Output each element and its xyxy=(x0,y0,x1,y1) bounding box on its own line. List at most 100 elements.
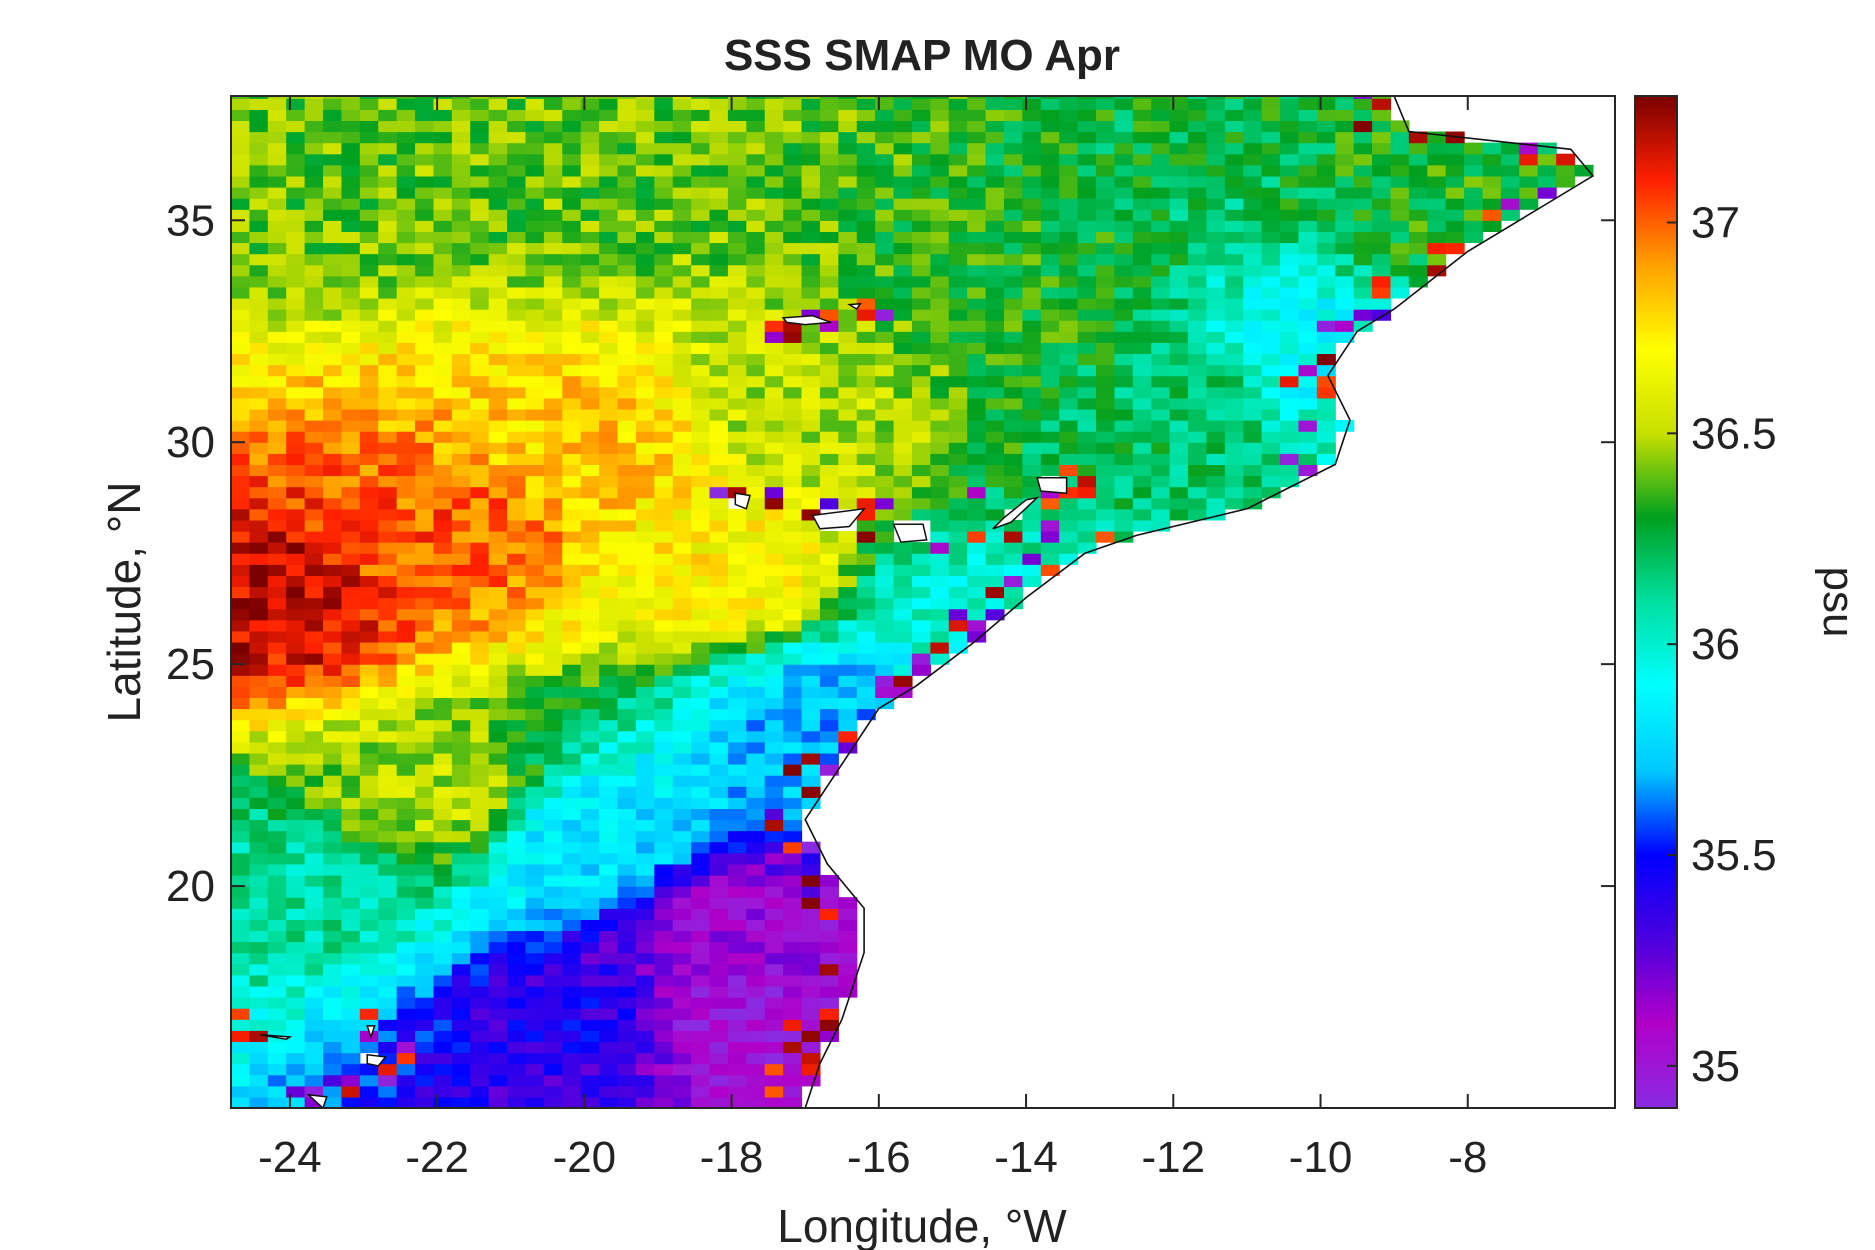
heatmap-cell xyxy=(1298,331,1318,343)
heatmap-cell xyxy=(286,309,306,321)
heatmap-cell xyxy=(1280,220,1300,232)
heatmap-cell xyxy=(1353,242,1373,255)
heatmap-cell xyxy=(911,630,931,643)
heatmap-cell xyxy=(507,830,527,843)
heatmap-cell xyxy=(1096,342,1115,355)
heatmap-cell xyxy=(893,397,913,410)
heatmap-cell xyxy=(341,530,361,543)
heatmap-cell xyxy=(1390,131,1410,144)
heatmap-cell xyxy=(930,386,950,399)
heatmap-cell xyxy=(378,863,398,876)
heatmap-cell xyxy=(691,575,711,588)
heatmap-cell xyxy=(746,431,766,443)
heatmap-cell xyxy=(580,919,600,932)
heatmap-cell xyxy=(875,286,895,299)
heatmap-cell xyxy=(1464,175,1484,188)
heatmap-cell xyxy=(1077,142,1097,155)
heatmap-cell xyxy=(359,586,379,599)
heatmap-cell xyxy=(672,819,692,832)
heatmap-cell xyxy=(525,96,545,99)
heatmap-cell xyxy=(930,575,950,588)
heatmap-cell xyxy=(562,686,582,699)
heatmap-cell xyxy=(1298,120,1318,133)
heatmap-cell xyxy=(470,131,490,144)
heatmap-cell xyxy=(1096,120,1115,133)
heatmap-cell xyxy=(525,1052,545,1065)
heatmap-cell xyxy=(249,797,269,809)
heatmap-cell xyxy=(893,675,913,687)
heatmap-cell xyxy=(875,198,895,210)
heatmap-cell xyxy=(543,653,563,665)
heatmap-cell xyxy=(1096,331,1115,343)
heatmap-cell xyxy=(286,963,306,976)
heatmap-cell xyxy=(1316,275,1336,288)
heatmap-cell xyxy=(359,897,379,909)
heatmap-cell xyxy=(727,131,747,144)
heatmap-cell xyxy=(323,397,343,410)
heatmap-cell xyxy=(856,475,876,488)
heatmap-cell xyxy=(691,420,711,432)
heatmap-cell xyxy=(875,275,895,288)
heatmap-cell xyxy=(1206,364,1226,377)
heatmap-cell xyxy=(304,175,324,188)
heatmap-cell xyxy=(488,819,508,832)
heatmap-cell xyxy=(359,819,379,832)
heatmap-cell xyxy=(323,997,343,1009)
heatmap-cell xyxy=(1519,175,1539,188)
heatmap-cell xyxy=(231,575,250,588)
heatmap-cell xyxy=(415,1041,435,1054)
heatmap-cell xyxy=(378,442,398,454)
heatmap-cell xyxy=(525,364,545,377)
heatmap-cell xyxy=(1022,231,1042,244)
heatmap-cell xyxy=(727,453,747,466)
heatmap-cell xyxy=(249,586,269,599)
heatmap-cell xyxy=(746,908,766,920)
heatmap-cell xyxy=(617,131,637,144)
heatmap-cell xyxy=(691,530,711,543)
heatmap-cell xyxy=(304,863,324,876)
heatmap-cell xyxy=(691,897,711,909)
heatmap-cell xyxy=(267,231,287,244)
heatmap-cell xyxy=(635,764,655,776)
heatmap-cell xyxy=(856,519,876,532)
heatmap-cell xyxy=(525,852,545,865)
heatmap-cell xyxy=(617,752,637,765)
heatmap-cell xyxy=(1261,364,1281,377)
heatmap-cell xyxy=(433,752,453,765)
heatmap-cell xyxy=(930,542,950,554)
heatmap-cell xyxy=(691,153,711,166)
heatmap-cell xyxy=(911,153,931,166)
heatmap-cell xyxy=(1482,153,1502,166)
heatmap-cell xyxy=(985,553,1005,565)
heatmap-cell xyxy=(267,797,287,809)
heatmap-cell xyxy=(783,320,803,332)
heatmap-cell xyxy=(267,930,287,943)
heatmap-cell xyxy=(304,775,324,787)
heatmap-cell xyxy=(801,586,821,599)
heatmap-cell xyxy=(1022,508,1042,521)
heatmap-cell xyxy=(580,775,600,787)
heatmap-cell xyxy=(525,153,545,166)
heatmap-cell xyxy=(856,342,876,355)
heatmap-cell xyxy=(323,1074,343,1087)
heatmap-cell xyxy=(635,919,655,932)
heatmap-cell xyxy=(1132,342,1152,355)
heatmap-cell xyxy=(1022,542,1042,554)
heatmap-cell xyxy=(985,431,1005,443)
heatmap-cell xyxy=(1169,242,1189,255)
heatmap-cell xyxy=(580,664,600,676)
heatmap-cell xyxy=(1316,408,1336,421)
heatmap-cell xyxy=(727,309,747,321)
heatmap-cell xyxy=(562,297,582,310)
heatmap-cell xyxy=(764,1008,784,1020)
heatmap-cell xyxy=(783,886,803,898)
heatmap-cell xyxy=(948,96,968,99)
heatmap-cell xyxy=(654,941,674,954)
heatmap-cell xyxy=(1114,297,1134,310)
heatmap-cell xyxy=(1188,264,1208,277)
heatmap-cell xyxy=(709,164,729,177)
heatmap-cell xyxy=(746,963,766,976)
heatmap-cell xyxy=(286,752,306,765)
heatmap-cell xyxy=(838,530,858,543)
heatmap-cell xyxy=(1298,175,1318,188)
